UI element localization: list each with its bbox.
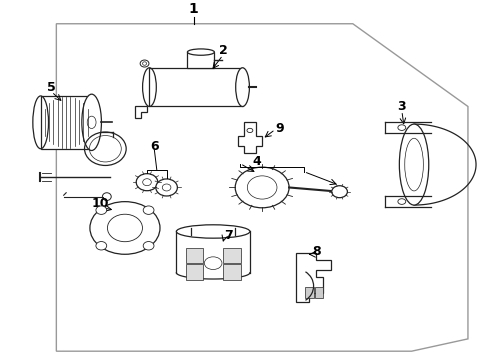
Ellipse shape <box>143 242 154 250</box>
Bar <box>187 52 214 68</box>
Ellipse shape <box>332 186 347 198</box>
Ellipse shape <box>136 174 158 191</box>
Ellipse shape <box>399 124 429 205</box>
Text: 1: 1 <box>189 2 198 15</box>
Bar <box>305 287 314 298</box>
Text: 3: 3 <box>397 100 406 113</box>
Ellipse shape <box>235 167 289 208</box>
Bar <box>186 264 203 280</box>
Ellipse shape <box>188 49 215 55</box>
Bar <box>223 248 241 263</box>
Bar <box>41 96 92 149</box>
Text: 7: 7 <box>224 229 233 242</box>
Ellipse shape <box>96 242 107 250</box>
Text: 9: 9 <box>275 122 284 135</box>
Text: 2: 2 <box>219 44 227 57</box>
Ellipse shape <box>236 68 249 107</box>
Ellipse shape <box>82 94 101 150</box>
Bar <box>315 287 323 298</box>
Text: 5: 5 <box>47 81 56 94</box>
Bar <box>186 248 203 263</box>
Text: 10: 10 <box>92 197 109 210</box>
Bar <box>149 68 243 107</box>
Ellipse shape <box>156 179 177 196</box>
Text: 8: 8 <box>313 245 321 258</box>
Bar <box>223 264 241 280</box>
Ellipse shape <box>176 225 250 238</box>
Ellipse shape <box>143 206 154 215</box>
Text: 4: 4 <box>253 154 262 167</box>
Ellipse shape <box>96 206 107 215</box>
Text: 6: 6 <box>150 140 159 153</box>
Ellipse shape <box>90 202 160 254</box>
